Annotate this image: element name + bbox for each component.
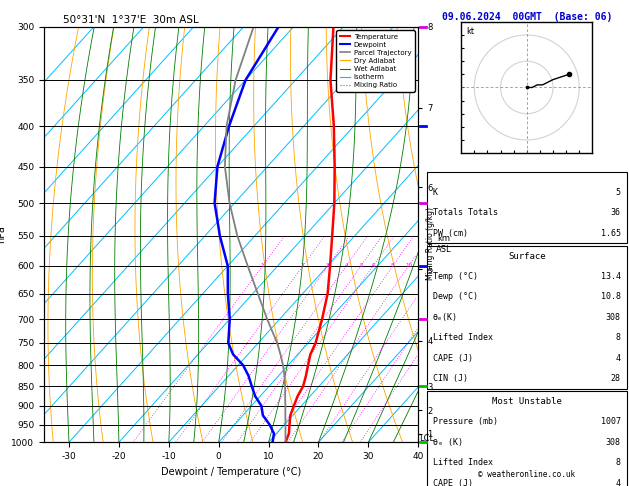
Bar — [426, 246, 627, 389]
Text: 10: 10 — [405, 263, 412, 268]
Text: 10.8: 10.8 — [601, 293, 621, 301]
Text: CAPE (J): CAPE (J) — [433, 479, 473, 486]
Text: LCL: LCL — [419, 434, 434, 443]
Text: 308: 308 — [606, 438, 621, 447]
Text: 5: 5 — [359, 263, 362, 268]
Bar — [426, 391, 627, 486]
Text: 308: 308 — [606, 313, 621, 322]
Text: 50°31'N  1°37'E  30m ASL: 50°31'N 1°37'E 30m ASL — [63, 15, 199, 25]
Text: 1: 1 — [260, 263, 264, 268]
Text: Temp (°C): Temp (°C) — [433, 272, 478, 281]
Text: 28: 28 — [611, 374, 621, 383]
Text: Lifted Index: Lifted Index — [433, 333, 493, 342]
Text: Lifted Index: Lifted Index — [433, 458, 493, 467]
X-axis label: Dewpoint / Temperature (°C): Dewpoint / Temperature (°C) — [161, 467, 301, 477]
Bar — [426, 172, 627, 243]
Text: kt: kt — [467, 27, 474, 36]
Text: θₑ(K): θₑ(K) — [433, 313, 458, 322]
Legend: Temperature, Dewpoint, Parcel Trajectory, Dry Adiabat, Wet Adiabat, Isotherm, Mi: Temperature, Dewpoint, Parcel Trajectory… — [337, 30, 415, 92]
Text: 2: 2 — [301, 263, 304, 268]
Text: θₑ (K): θₑ (K) — [433, 438, 463, 447]
Text: 8: 8 — [391, 263, 394, 268]
Text: 4: 4 — [616, 354, 621, 363]
Text: © weatheronline.co.uk: © weatheronline.co.uk — [478, 469, 576, 479]
Text: Dewp (°C): Dewp (°C) — [433, 293, 478, 301]
Text: Mixing Ratio (g/kg): Mixing Ratio (g/kg) — [426, 207, 435, 279]
Text: 1007: 1007 — [601, 417, 621, 426]
Text: 36: 36 — [611, 208, 621, 217]
Text: 8: 8 — [616, 458, 621, 467]
Text: 1.65: 1.65 — [601, 229, 621, 238]
Text: CAPE (J): CAPE (J) — [433, 354, 473, 363]
Y-axis label: hPa: hPa — [0, 226, 6, 243]
Text: CIN (J): CIN (J) — [433, 374, 468, 383]
Text: 09.06.2024  00GMT  (Base: 06): 09.06.2024 00GMT (Base: 06) — [442, 12, 612, 22]
Text: Pressure (mb): Pressure (mb) — [433, 417, 498, 426]
Text: 13.4: 13.4 — [601, 272, 621, 281]
Text: Most Unstable: Most Unstable — [492, 397, 562, 406]
Text: Totals Totals: Totals Totals — [433, 208, 498, 217]
Text: Surface: Surface — [508, 252, 545, 260]
Text: K: K — [433, 188, 438, 197]
Text: 4: 4 — [345, 263, 348, 268]
Text: 4: 4 — [616, 479, 621, 486]
Text: 3: 3 — [326, 263, 330, 268]
Text: PW (cm): PW (cm) — [433, 229, 468, 238]
Text: 6: 6 — [371, 263, 375, 268]
Text: 5: 5 — [616, 188, 621, 197]
Y-axis label: km
ASL: km ASL — [436, 235, 452, 254]
Text: 8: 8 — [616, 333, 621, 342]
